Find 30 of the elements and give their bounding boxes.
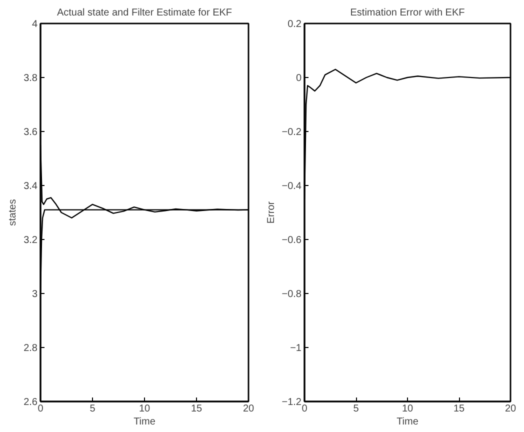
- x-tick-label: 5: [90, 404, 96, 414]
- y-tick-label: 3.4: [24, 181, 38, 192]
- chart-title: Estimation Error with EKF: [350, 8, 465, 18]
- x-tick-label: 20: [504, 404, 516, 414]
- chart-title: Actual state and Filter Estimate for EKF: [56, 8, 232, 18]
- y-tick-label: −0.6: [282, 235, 302, 246]
- x-axis-title: Time: [134, 416, 156, 428]
- y-tick-label: −0.2: [282, 127, 302, 138]
- y-tick-label: −1.2: [282, 397, 302, 408]
- y-tick-label: 0.2: [288, 19, 302, 30]
- y-axis-title: Error: [266, 200, 277, 224]
- x-tick-label: 20: [242, 404, 254, 414]
- y-tick-label: 3: [32, 289, 38, 300]
- y-tick-label: 2.8: [24, 343, 38, 354]
- y-tick-label: 3.8: [24, 73, 38, 84]
- y-tick-label: 0: [296, 73, 302, 84]
- x-tick-label: 5: [353, 404, 360, 414]
- y-tick-label: 3.2: [24, 235, 38, 246]
- x-tick-label: 10: [402, 404, 414, 414]
- x-axis-title: Time: [396, 416, 419, 428]
- x-tick-label: 15: [190, 404, 202, 414]
- y-tick-label: −0.8: [282, 289, 302, 300]
- x-tick-label: 15: [453, 404, 465, 414]
- y-tick-label: −1: [290, 343, 302, 354]
- x-tick-label: 10: [138, 404, 150, 414]
- y-tick-label: 4: [32, 19, 38, 30]
- y-tick-label: −0.4: [282, 181, 302, 192]
- y-axis-title: states: [8, 199, 19, 226]
- y-tick-label: 3.6: [24, 127, 38, 138]
- y-tick-label: 2.6: [24, 397, 38, 408]
